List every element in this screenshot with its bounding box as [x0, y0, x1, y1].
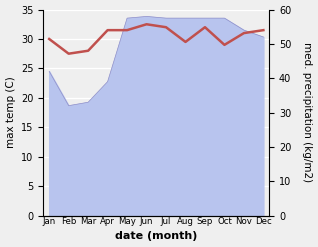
Y-axis label: max temp (C): max temp (C) [5, 77, 16, 148]
Y-axis label: med. precipitation (kg/m2): med. precipitation (kg/m2) [302, 42, 313, 183]
X-axis label: date (month): date (month) [115, 231, 197, 242]
